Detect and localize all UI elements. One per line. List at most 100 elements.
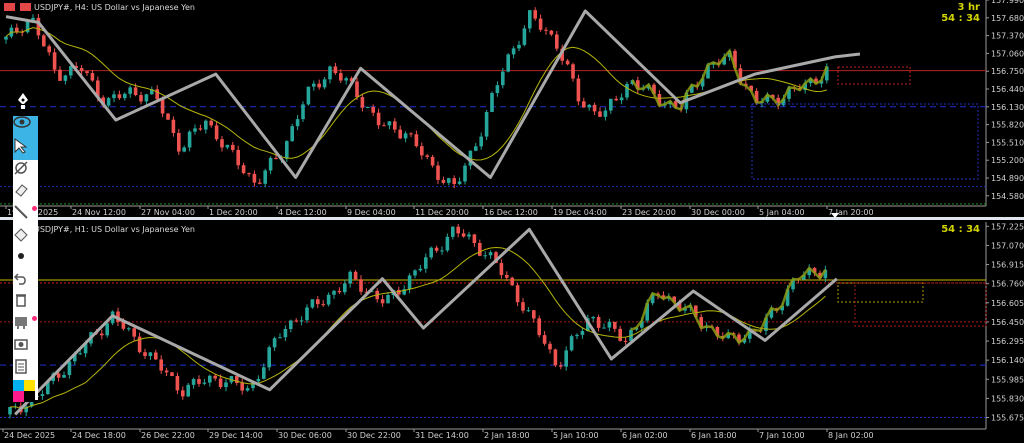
y-tick-label: 156.140 [991,356,1024,365]
candle-body [150,89,154,95]
y-tick-label: 156.915 [991,261,1024,270]
candle-body [247,173,251,175]
candle-body [376,112,381,126]
candle-body [139,95,143,102]
candle-body [623,340,628,342]
candle-body [355,81,359,98]
y-tick-label: 155.830 [991,394,1024,403]
dot-icon[interactable] [13,248,38,270]
pen-tool-icon[interactable] [15,92,31,110]
candle-body [785,289,790,306]
candle-body [272,338,277,348]
candle-body [245,388,250,391]
candle-body [224,382,228,388]
eraser-icon[interactable] [13,182,38,204]
chart-panel-2: 157.225 157.070 156.915 156.760 156.605 156.4… [0,222,1024,440]
candle-body [501,71,505,86]
undo-icon[interactable] [13,270,38,292]
line-icon[interactable] [13,204,38,226]
candle-body [328,66,332,80]
candle-body [560,48,564,61]
candle-body [451,226,455,237]
crosshair-off-icon[interactable] [13,160,38,182]
candle-body [137,336,142,353]
candle-body [479,136,483,147]
candle-body [478,243,482,256]
candle-body [441,179,446,183]
y-tick-label: 156.130 [991,103,1024,112]
candle-body [748,329,752,339]
template-icon[interactable] [13,314,38,336]
candle-body [197,379,201,384]
y-tick-label: 155.820 [991,121,1024,130]
clipboard-icon[interactable] [13,358,38,380]
y-tick-label: 156.450 [991,318,1024,327]
candle-body [208,375,212,383]
chart-title: USDJPY#, H1: US Dollar vs Japanese Yen [34,225,195,234]
candle-body [575,334,579,337]
y-tick-label: 154.890 [991,174,1024,183]
candle-body [434,247,439,251]
color-palette-icon[interactable] [13,380,38,406]
candle-body [694,305,698,318]
x-tick-label: 9 Dec 04:00 [347,208,396,217]
candle-body [251,381,255,389]
candle-body [143,352,147,357]
drawing-toolbar [13,116,38,402]
eye-icon[interactable] [13,116,38,138]
candle-body [726,333,730,339]
x-tick-label: 26 Dec 22:00 [141,431,195,440]
candle-body [96,80,100,98]
candle-body [79,67,84,72]
candle-body [193,128,197,132]
candle-body [198,128,203,130]
candle-body [274,157,278,160]
candle-body [613,321,617,329]
candle-body [214,125,219,140]
candle-body [74,66,78,68]
x-tick-label: 24 Nov 12:00 [72,208,126,217]
candle-body [776,97,780,106]
candle-body [312,83,316,87]
candle-body [429,247,433,258]
candle-body [544,29,548,31]
x-tick-label: 23 Dec 20:00 [622,208,676,217]
y-tick-label: 155.985 [991,375,1024,384]
candle-body [738,68,743,84]
y-tick-label: 157.060 [991,49,1024,58]
candle-body [213,375,217,379]
ruler-icon[interactable] [13,226,38,248]
chart-panel-1: 157.990 157.680 157.370 157.060 156.750 156.4… [0,0,1024,217]
chart-title: USDJPY#, H4: US Dollar vs Japanese Yen [34,3,195,12]
candle-body [764,317,768,331]
candle-body [549,30,554,35]
cursor-arrow-icon[interactable] [13,138,38,160]
trash-icon[interactable] [13,292,38,314]
candle-body [825,66,829,81]
candle-body [397,289,401,295]
candle-body [268,157,273,171]
x-tick-label: 4 Dec 12:00 [278,208,327,217]
candle-body [602,327,606,329]
x-tick-label: 31 Dec 14:00 [415,431,469,440]
candle-body [112,94,116,99]
screenshot-icon[interactable] [13,336,38,358]
y-tick-label: 156.760 [991,280,1024,289]
candle-body [614,98,618,101]
candle-body [353,271,358,280]
candle-body [699,317,703,328]
candle-body [645,303,649,321]
x-tick-label: 16 Dec 12:00 [484,208,538,217]
candle-body [537,318,541,336]
candle-body [749,85,753,91]
candle-body [267,347,271,368]
candle-body [402,289,406,295]
candle-body [144,94,149,102]
candle-body [317,83,321,88]
candle-body [742,338,747,343]
x-tick-label: 30 Dec 22:00 [347,431,401,440]
candle-body [436,165,440,180]
candle-body [483,255,487,257]
candle-body [808,78,813,84]
